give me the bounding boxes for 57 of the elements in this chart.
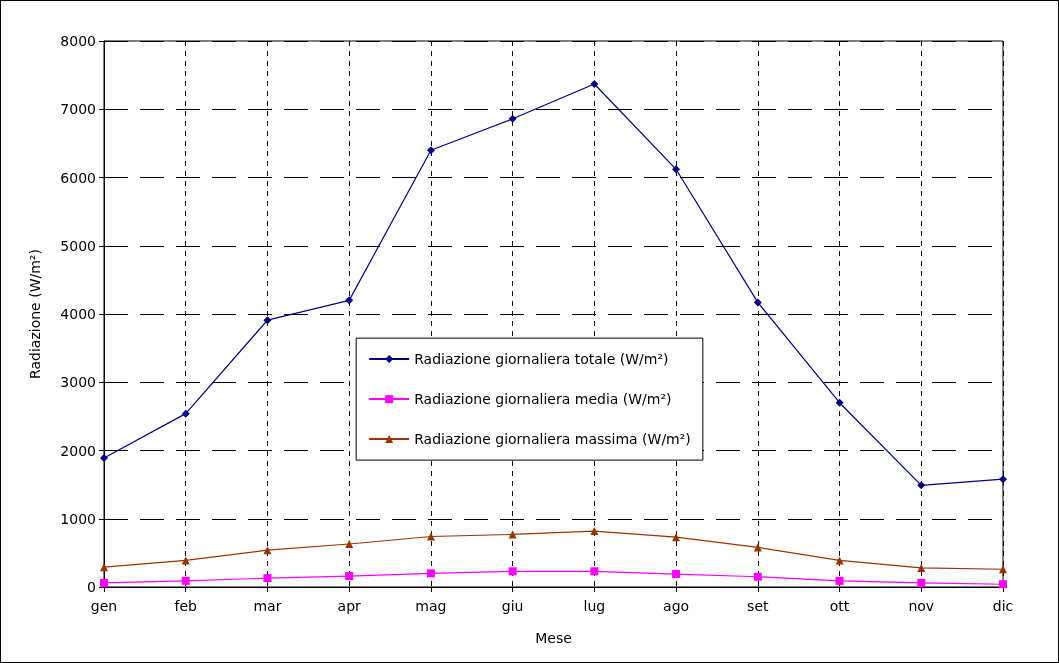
x-tick-label: gen bbox=[90, 598, 118, 614]
point bbox=[672, 570, 681, 579]
point bbox=[835, 576, 844, 585]
point bbox=[100, 454, 108, 463]
point bbox=[263, 316, 272, 325]
point bbox=[263, 574, 272, 583]
point bbox=[590, 527, 599, 536]
point bbox=[345, 572, 354, 581]
point bbox=[100, 563, 108, 572]
point bbox=[672, 165, 681, 174]
point bbox=[345, 540, 354, 548]
x-tick-label: mar bbox=[253, 598, 282, 614]
legend-label: Radiazione giornaliera media (W/m²) bbox=[414, 391, 672, 408]
point bbox=[508, 567, 517, 576]
point bbox=[753, 298, 762, 307]
point bbox=[917, 578, 926, 587]
point bbox=[672, 533, 681, 542]
point bbox=[590, 80, 599, 88]
x-tick-label: feb bbox=[174, 598, 198, 614]
x-tick-label: dic bbox=[992, 598, 1014, 614]
legend-label: Radiazione giornaliera massima (W/m²) bbox=[414, 431, 691, 448]
point bbox=[181, 409, 190, 418]
x-tick-label: giu bbox=[501, 598, 524, 614]
point bbox=[345, 296, 354, 305]
y-tick-label: 6000 bbox=[60, 169, 96, 186]
point bbox=[426, 146, 435, 155]
y-tick-label: 4000 bbox=[60, 306, 96, 322]
point bbox=[999, 580, 1007, 589]
x-tick-label: nov bbox=[908, 598, 935, 614]
y-tick-label: 3000 bbox=[60, 374, 96, 391]
point bbox=[181, 576, 190, 585]
point bbox=[917, 563, 926, 572]
point bbox=[999, 475, 1007, 484]
y-tick-label: 7000 bbox=[60, 101, 96, 118]
point bbox=[835, 556, 844, 565]
x-tick-label: set bbox=[747, 598, 770, 614]
y-tick-label: 5000 bbox=[60, 237, 96, 254]
y-tick-label: 8000 bbox=[60, 33, 96, 49]
x-tick-label: lug bbox=[583, 598, 606, 614]
y-tick-label: 1000 bbox=[60, 510, 96, 527]
point bbox=[999, 565, 1007, 574]
point bbox=[917, 481, 926, 490]
y-axis-title: Radiazione (W/m²) bbox=[27, 249, 43, 379]
point bbox=[426, 569, 435, 578]
point bbox=[753, 572, 762, 581]
x-tick-label: mag bbox=[415, 598, 447, 614]
point bbox=[263, 546, 272, 555]
point bbox=[590, 567, 599, 576]
y-tick-label: 2000 bbox=[60, 442, 96, 459]
x-tick-label: apr bbox=[337, 598, 362, 614]
point bbox=[508, 114, 517, 123]
x-tick-label: ott bbox=[829, 598, 850, 614]
point bbox=[835, 398, 844, 407]
x-tick-label: ago bbox=[663, 598, 690, 614]
y-tick-label: 0 bbox=[87, 579, 96, 595]
legend-label: Radiazione giornaliera totale (W/m²) bbox=[414, 351, 669, 368]
x-axis-title: Mese bbox=[535, 630, 572, 646]
